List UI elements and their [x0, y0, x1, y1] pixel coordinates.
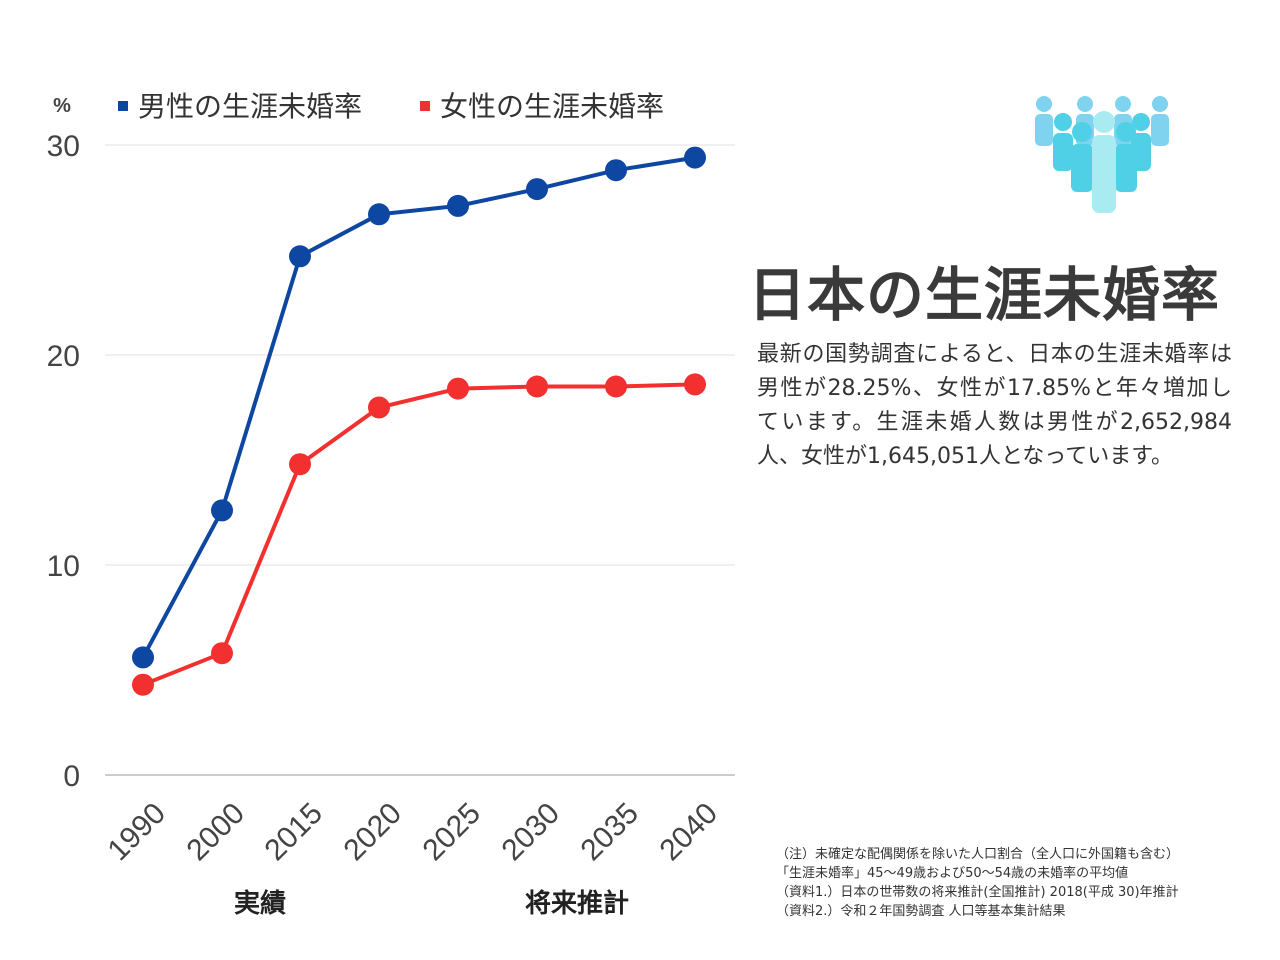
- legend-swatch: [118, 101, 128, 111]
- x-tick-label: 2020: [337, 797, 408, 868]
- page-title: 日本の生涯未婚率: [748, 261, 1221, 329]
- x-tick-label: 2040: [653, 797, 724, 868]
- group-label-actual: 実績: [234, 888, 286, 919]
- people-group-icon: [1035, 96, 1169, 213]
- data-point: [684, 373, 706, 396]
- note-line: （資料1.）日本の世帯数の将来推計(全国推計) 2018(平成 30)年推計: [776, 885, 1179, 900]
- legend-swatch: [420, 101, 430, 111]
- data-point: [447, 194, 469, 217]
- legend-label: 男性の生涯未婚率: [138, 90, 362, 123]
- x-tick-label: 2030: [495, 797, 566, 868]
- note-line: （資料2.）令和２年国勢調査 人口等基本集計結果: [776, 904, 1066, 919]
- description-text: 最新の国勢調査によると、日本の生涯未婚率は男性が28.25%、女性が17.85%…: [757, 342, 1232, 469]
- y-tick-label: 10: [47, 550, 80, 583]
- note-line: 「生涯未婚率」45〜49歳および50〜54歳の未婚率の平均値: [776, 866, 1129, 881]
- data-point: [447, 377, 469, 400]
- data-point: [368, 203, 390, 226]
- data-point: [132, 646, 154, 669]
- y-unit-label: %: [53, 95, 71, 117]
- x-tick-label: 2025: [416, 797, 487, 868]
- note-line: （注）未確定な配偶関係を除いた人口割合（全人口に外国籍も含む）: [776, 847, 1180, 862]
- y-tick-label: 20: [47, 340, 80, 373]
- data-point: [368, 396, 390, 419]
- x-tick-label: 1990: [101, 797, 172, 868]
- data-point: [526, 375, 548, 398]
- data-point: [211, 499, 233, 522]
- data-point: [211, 642, 233, 665]
- x-tick-label: 2015: [258, 797, 329, 868]
- data-point: [605, 375, 627, 398]
- series-line: [142, 382, 696, 687]
- data-point: [605, 159, 627, 182]
- data-point: [289, 245, 311, 268]
- data-point: [526, 178, 548, 201]
- x-tick-label: 2035: [574, 797, 645, 868]
- legend-label: 女性の生涯未婚率: [440, 90, 664, 123]
- y-tick-label: 0: [63, 760, 80, 793]
- y-tick-label: 30: [47, 130, 80, 163]
- x-tick-label: 2000: [180, 797, 251, 868]
- data-point: [132, 673, 154, 696]
- data-point: [684, 146, 706, 169]
- group-label-projection: 将来推計: [525, 888, 629, 919]
- source-notes: （注）未確定な配偶関係を除いた人口割合（全人口に外国籍も含む） 「生涯未婚率」4…: [776, 845, 1256, 921]
- data-point: [289, 453, 311, 476]
- series-line: [141, 155, 696, 659]
